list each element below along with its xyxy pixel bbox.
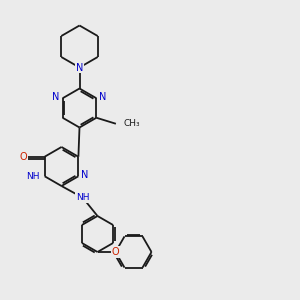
- Text: CH₃: CH₃: [123, 119, 140, 128]
- Text: NH: NH: [26, 172, 39, 181]
- Text: O: O: [20, 152, 27, 162]
- Text: N: N: [99, 92, 107, 102]
- Text: O: O: [112, 247, 119, 257]
- Text: NH: NH: [76, 193, 89, 202]
- Text: N: N: [81, 170, 88, 180]
- Text: N: N: [52, 92, 60, 102]
- Text: N: N: [76, 62, 83, 73]
